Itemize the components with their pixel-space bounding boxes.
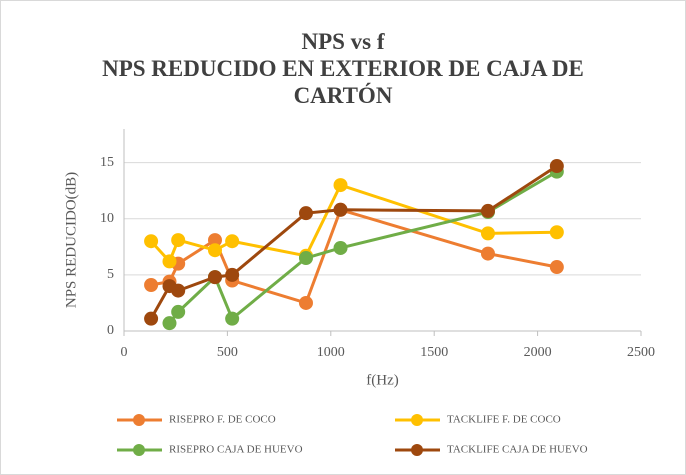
legend-label: RISEPRO F. DE COCO [169, 414, 276, 426]
y-tick-label: 10 [100, 211, 114, 226]
data-point [549, 260, 564, 275]
chart-title: NPS vs f [301, 29, 385, 54]
data-point [480, 226, 495, 241]
legend-marker [411, 414, 423, 426]
x-tick-label: 2000 [524, 345, 552, 360]
data-point [333, 202, 348, 217]
y-axis-label: NPS REDUCIDO(dB) [63, 172, 79, 308]
data-point [225, 234, 240, 249]
legend-label: TACKLIFE CAJA DE HUEVO [447, 444, 588, 456]
data-point [298, 251, 313, 266]
data-point [207, 270, 222, 285]
x-tick-label: 2500 [627, 345, 655, 360]
data-point [333, 178, 348, 193]
data-point [225, 311, 240, 326]
x-tick-label: 0 [121, 345, 128, 360]
x-tick-label: 1500 [420, 345, 448, 360]
data-point [171, 233, 186, 248]
data-point [207, 233, 222, 248]
data-point [144, 234, 159, 249]
data-point [480, 246, 495, 261]
legend-marker [411, 444, 423, 456]
x-tick-label: 1000 [317, 345, 345, 360]
legend-label: TACKLIFE F. DE COCO [447, 414, 561, 426]
data-point [549, 159, 564, 174]
data-point [207, 243, 222, 258]
legend-label: RISEPRO CAJA DE HUEVO [169, 444, 303, 456]
series-line [168, 170, 558, 325]
y-tick-label: 15 [100, 155, 114, 170]
data-point [225, 267, 240, 282]
data-point [333, 240, 348, 255]
data-point [171, 304, 186, 319]
legend-marker [133, 444, 145, 456]
data-point [298, 206, 313, 221]
data-point [162, 254, 177, 269]
data-point [480, 203, 495, 218]
x-axis-label: f(Hz) [366, 372, 398, 388]
x-tick-label: 500 [217, 345, 238, 360]
chart-subtitle: NPS REDUCIDO EN EXTERIOR DE CAJA DE CART… [102, 56, 584, 108]
y-tick-label: 0 [107, 323, 114, 338]
y-tick-label: 5 [107, 267, 114, 282]
legend-marker [133, 414, 145, 426]
data-point [144, 311, 159, 326]
data-point [171, 283, 186, 298]
data-point [144, 277, 159, 292]
data-point [549, 225, 564, 240]
data-point [298, 295, 313, 310]
data-point [162, 316, 177, 331]
